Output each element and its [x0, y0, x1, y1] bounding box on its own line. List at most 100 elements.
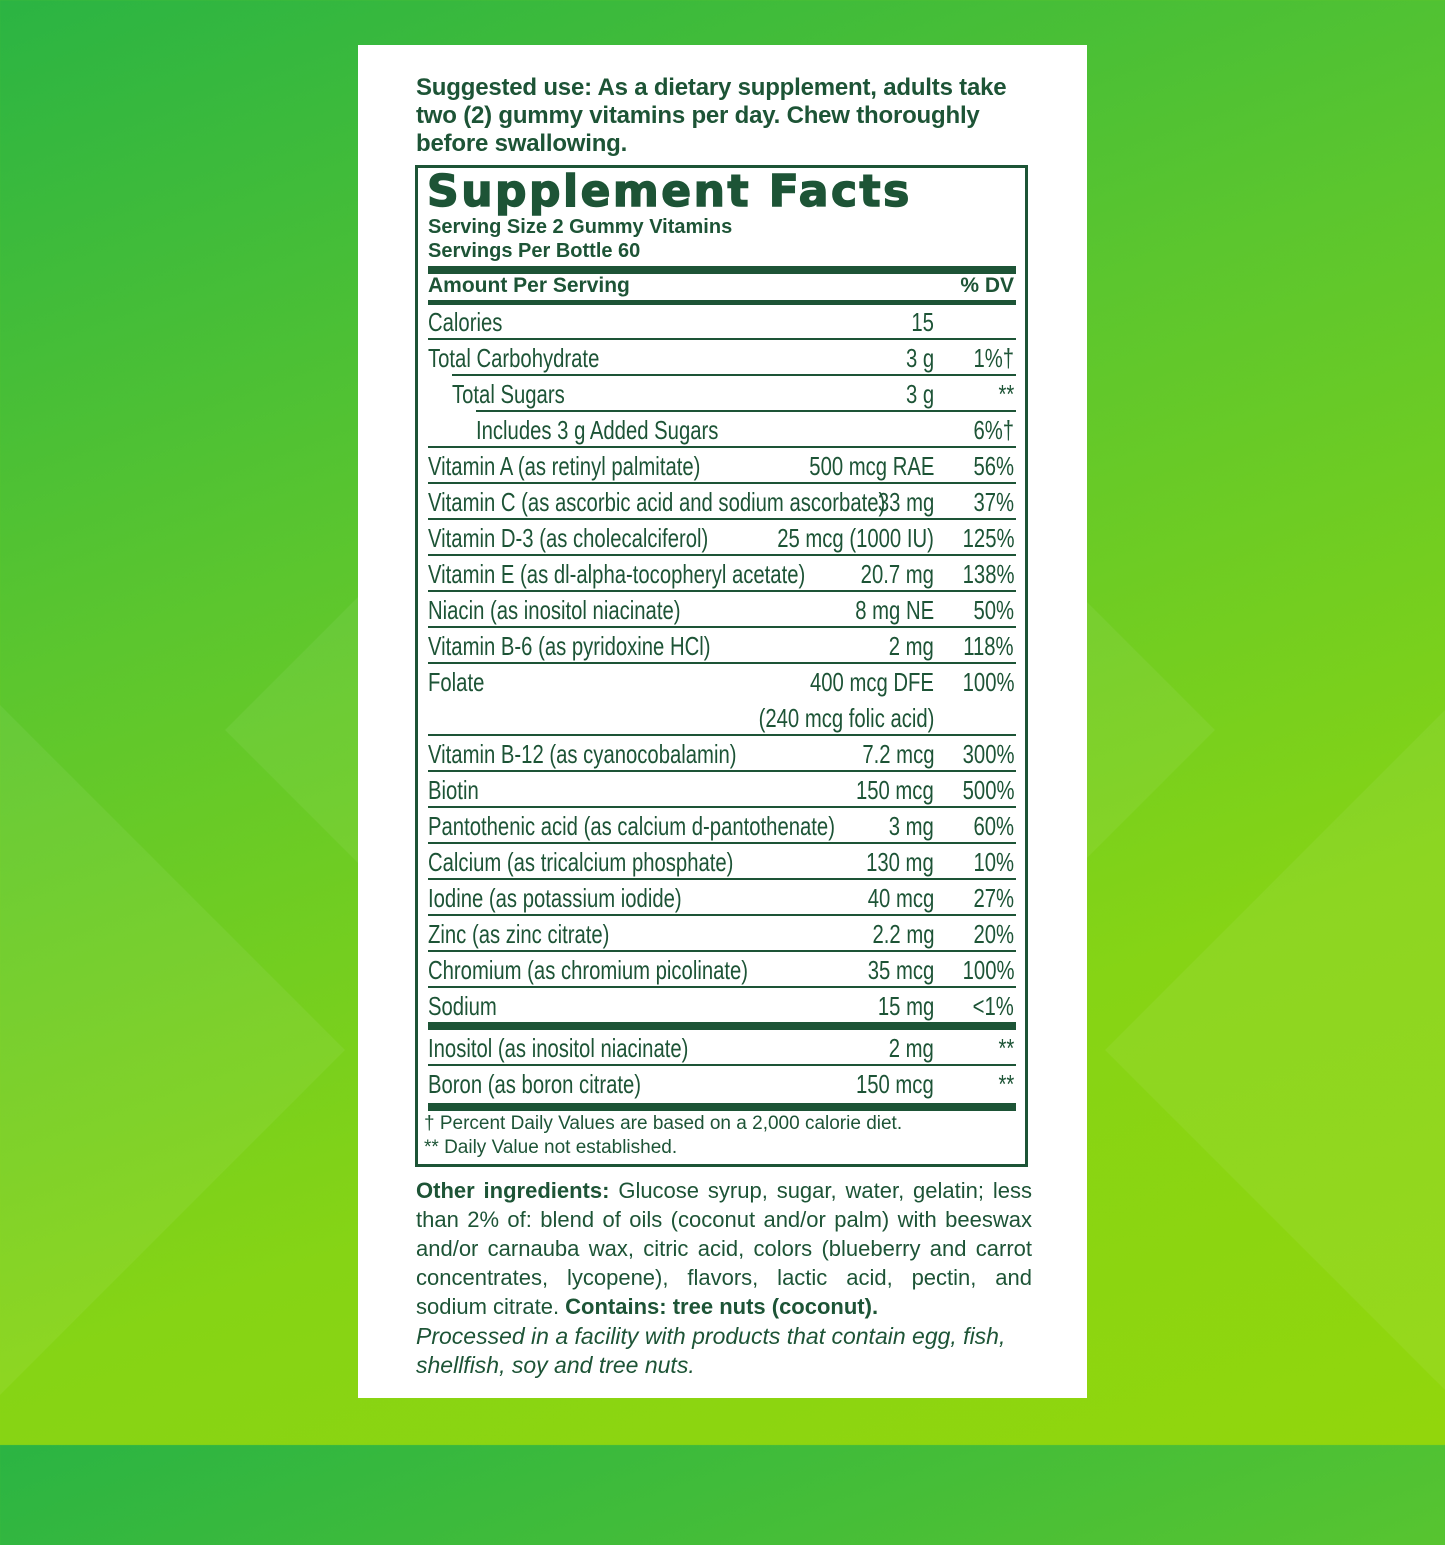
nutrient-amount: 20.7 mg [860, 559, 934, 589]
nutrient-row: Calories 15 [428, 304, 1016, 340]
nutrient-row: Vitamin E (as dl-alpha-tocopheryl acetat… [428, 556, 1016, 592]
nutrient-row: Sodium 15 mg <1% [428, 988, 1016, 1024]
nutrient-dv: ** [998, 379, 1014, 409]
nutrient-row: Vitamin D-3 (as cholecalciferol) 25 mcg (… [428, 520, 1016, 556]
nutrient-dv: 500% [962, 775, 1014, 805]
suggested-use-text: As a dietary supplement, adults take two… [416, 74, 1007, 157]
nutrient-row: Vitamin C (as ascorbic acid and sodium a… [428, 484, 1016, 520]
divider [428, 878, 1016, 880]
nutrient-amount: 2.2 mg [871, 919, 934, 949]
nutrient-name: Iodine (as potassium iodide) [428, 883, 682, 913]
nutrient-amount: 130 mg [866, 847, 934, 877]
nutrient-row: Chromium (as chromium picolinate) 35 mcg 1… [428, 952, 1016, 988]
nutrient-name: Inositol (as inositol niacinate) [428, 1033, 689, 1063]
divider [428, 662, 1016, 664]
divider [428, 590, 1016, 592]
nutrient-dv: 37% [973, 487, 1014, 517]
nutrient-dv: 300% [962, 739, 1014, 769]
divider [428, 734, 1016, 736]
nutrient-name: Chromium (as chromium picolinate) [428, 955, 749, 985]
nutrient-row: Total Sugars 3 g ** [428, 376, 1016, 412]
nutrient-dv: ** [998, 1069, 1014, 1099]
thick-divider [428, 1022, 1016, 1030]
divider [428, 482, 1016, 484]
nutrient-row: Vitamin A (as retinyl palmitate) 500 mcg … [428, 448, 1016, 484]
divider [452, 374, 1016, 376]
nutrient-amount: 25 mcg (1000 IU) [777, 523, 934, 553]
nutrient-dv: 60% [973, 811, 1014, 841]
nutrient-row: Boron (as boron citrate) 150 mcg ** [428, 1066, 1016, 1102]
facts-title: Supplement Facts [426, 165, 912, 218]
servings-per-container: Servings Per Bottle 60 [428, 240, 641, 262]
nutrient-name: Pantothenic acid (as calcium d-pantothen… [428, 811, 835, 841]
facility-statement: Processed in a facility with products th… [416, 1323, 1006, 1378]
allergen-contains: Contains: tree nuts (coconut). [565, 1294, 879, 1319]
nutrient-name: Sodium [428, 991, 497, 1021]
other-ingredients-label: Other ingredients: [416, 1178, 610, 1203]
divider [428, 986, 1016, 988]
nutrient-dv: <1% [972, 991, 1014, 1021]
nutrient-dv: 138% [962, 559, 1014, 589]
nutrient-name: Calcium (as tricalcium phosphate) [428, 847, 734, 877]
header-dv: % DV [960, 274, 1014, 297]
nutrient-name: Calories [428, 307, 503, 337]
nutrient-amount: 40 mcg [867, 883, 934, 913]
nutrient-name: Boron (as boron citrate) [428, 1069, 642, 1099]
serving-size: Serving Size 2 Gummy Vitamins [428, 216, 733, 238]
nutrient-row: Folate 400 mcg DFE (240 mcg folic acid) 100… [428, 664, 1016, 736]
nutrient-row: Calcium (as tricalcium phosphate) 130 mg 1… [428, 844, 1016, 880]
divider [428, 1064, 1016, 1066]
divider [428, 626, 1016, 628]
nutrient-dv: 118% [963, 631, 1014, 661]
nutrient-row: Includes 3 g Added Sugars 6%† [428, 412, 1016, 448]
nutrient-amount: 400 mcg DFE [810, 667, 934, 697]
divider [428, 338, 1016, 340]
other-ingredients-text: Glucose syrup, sugar, water, gelatin; le… [416, 1178, 1032, 1319]
footnotes: † Percent Daily Values are based on a 2,… [424, 1112, 902, 1160]
suggested-use: Suggested use: As a dietary supplement, … [416, 74, 1036, 158]
nutrient-dv: 100% [962, 667, 1014, 697]
nutrient-name: Total Sugars [452, 379, 565, 409]
nutrient-row: Total Carbohydrate 3 g 1%† [428, 340, 1016, 376]
supplement-facts-box [415, 165, 1028, 1167]
nutrient-dv: 10% [973, 847, 1014, 877]
nutrient-amount: 15 [911, 307, 934, 337]
nutrient-row: Pantothenic acid (as calcium d-pantothen… [428, 808, 1016, 844]
nutrient-amount: 150 mcg [856, 1069, 934, 1099]
divider [428, 914, 1016, 916]
nutrient-amount: 3 g [905, 379, 934, 409]
divider [428, 842, 1016, 844]
divider [428, 950, 1016, 952]
nutrient-amount: 8 mg NE [855, 595, 934, 625]
nutrient-dv: 20% [973, 919, 1014, 949]
nutrient-name: Vitamin D-3 (as cholecalciferol) [428, 523, 709, 553]
nutrient-amount: 2 mg [888, 1033, 934, 1063]
footnote-dv: † Percent Daily Values are based on a 2,… [424, 1113, 903, 1134]
nutrient-dv: 1%† [973, 343, 1014, 373]
thick-divider [428, 1103, 1016, 1111]
nutrient-amount: 3 mg [888, 811, 934, 841]
divider [428, 518, 1016, 520]
divider [428, 300, 1016, 305]
nutrient-name: Folate [428, 667, 485, 697]
nutrient-amount: 150 mcg [856, 775, 934, 805]
nutrient-name: Includes 3 g Added Sugars [476, 415, 719, 445]
nutrient-row: Inositol (as inositol niacinate) 2 mg ** [428, 1030, 1016, 1066]
nutrient-amount: 33 mg [877, 487, 934, 517]
nutrient-row: Vitamin B-6 (as pyridoxine HCl) 2 mg 118% [428, 628, 1016, 664]
nutrient-dv: 100% [962, 955, 1014, 985]
header-amount: Amount Per Serving [428, 274, 630, 297]
nutrient-dv: 6%† [973, 415, 1014, 445]
divider [428, 770, 1016, 772]
nutrient-dv: ** [998, 1033, 1014, 1063]
nutrient-name: Vitamin B-6 (as pyridoxine HCl) [428, 631, 711, 661]
nutrient-dv: 50% [973, 595, 1014, 625]
nutrient-dv: 27% [973, 883, 1014, 913]
nutrient-row: Zinc (as zinc citrate) 2.2 mg 20% [428, 916, 1016, 952]
nutrient-amount: 3 g [905, 343, 934, 373]
nutrient-amount: 35 mcg [867, 955, 934, 985]
thick-divider [428, 266, 1016, 274]
table-header: Amount Per Serving % DV [428, 271, 1016, 305]
nutrient-amount: 500 mcg RAE [808, 451, 934, 481]
nutrient-name: Zinc (as zinc citrate) [428, 919, 610, 949]
